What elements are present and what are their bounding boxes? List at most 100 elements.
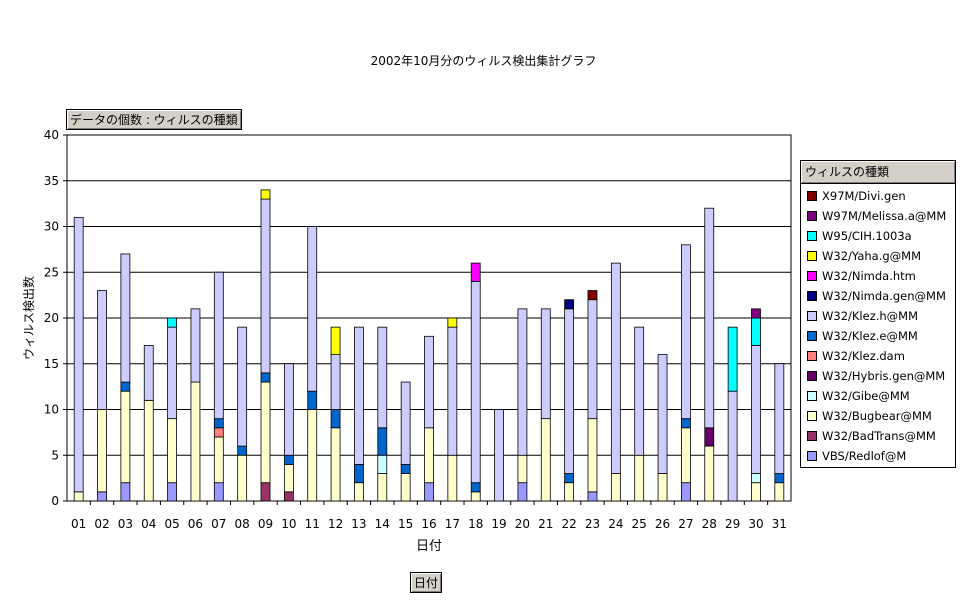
bar-segment [377, 454, 388, 474]
bar-segment [213, 482, 224, 502]
x-tick-label: 26 [655, 517, 670, 531]
x-tick-label: 24 [608, 517, 623, 531]
x-tick-label: 25 [632, 517, 647, 531]
x-tick-label: 31 [772, 517, 787, 531]
legend-swatch [807, 251, 817, 261]
chart-title: 2002年10月分のウィルス検出集計グラフ [370, 54, 597, 68]
legend-label: W32/Klez.h@MM [822, 309, 919, 323]
bar-segment [143, 399, 154, 502]
bar-segment [73, 491, 84, 502]
bar-segment [213, 427, 224, 438]
x-tick-label: 07 [211, 517, 226, 531]
x-tick-label: 13 [351, 517, 366, 531]
legend-label: W32/Hybris.gen@MM [822, 369, 946, 383]
legend-item: W32/Gibe@MM [801, 386, 955, 406]
legend-label: W32/Klez.dam [822, 349, 905, 363]
bar-segment [470, 280, 481, 484]
legend-label: W32/Nimda.htm [822, 269, 916, 283]
bar-segment [447, 454, 458, 502]
y-tick-label: 15 [44, 357, 59, 371]
legend-label: VBS/Redlof@M [822, 449, 907, 463]
x-tick-label: 14 [375, 517, 390, 531]
bar-segment [751, 473, 761, 484]
x-tick-label: 17 [445, 517, 460, 531]
bar-segment [681, 482, 691, 502]
y-tick-label: 5 [51, 448, 59, 462]
legend-swatch [807, 271, 817, 281]
legend-items: X97M/Divi.gen W97M/Melissa.a@MM W95/CIH.10… [800, 184, 956, 468]
x-tick-label: 04 [141, 517, 156, 531]
bar-segment [774, 473, 785, 484]
legend-item: X97M/Divi.gen [801, 186, 955, 206]
bar-segment [260, 198, 271, 374]
legend-item: W32/Nimda.gen@MM [801, 286, 955, 306]
bar-segment [634, 326, 645, 456]
axis-field-button[interactable]: 日付 [410, 572, 443, 593]
bar-segment [470, 482, 481, 493]
bar-segment [564, 482, 575, 502]
legend-swatch [807, 351, 817, 361]
x-tick-label: 02 [94, 517, 109, 531]
bar-segment [517, 308, 528, 456]
y-tick-label: 0 [51, 494, 59, 508]
x-tick-label: 10 [281, 517, 296, 531]
bar-segment [307, 226, 318, 392]
x-tick-label: 19 [491, 517, 506, 531]
legend-item: W32/Bugbear@MM [801, 406, 955, 426]
bar-segment [377, 473, 388, 502]
x-tick-label: 01 [71, 517, 86, 531]
y-tick-label: 30 [44, 220, 59, 234]
x-tick-label: 30 [748, 517, 763, 531]
bar-segment [307, 409, 318, 502]
bar-segment [97, 409, 107, 493]
bar-segment [564, 299, 575, 310]
legend-field-button[interactable]: ウィルスの種類 [800, 160, 956, 184]
legend-swatch [807, 451, 817, 461]
bar-segment [681, 427, 691, 484]
legend-item: W95/CIH.1003a [801, 226, 955, 246]
data-field-button[interactable]: データの個数 : ウィルスの種類 [66, 109, 242, 130]
bar-segment [424, 427, 434, 484]
bar-segment [213, 436, 224, 484]
bar-segment [540, 418, 551, 502]
x-tick-label: 08 [235, 517, 250, 531]
x-tick-label: 27 [678, 517, 693, 531]
bar-segment [283, 463, 294, 493]
x-tick-label: 20 [515, 517, 530, 531]
bar-segment [190, 381, 201, 502]
legend-item: W32/BadTrans@MM [801, 426, 955, 446]
bar-segment [517, 454, 528, 484]
legend-item: W32/Yaha.g@MM [801, 246, 955, 266]
bar-segment [447, 317, 458, 328]
x-tick-label: 03 [118, 517, 133, 531]
bar-segment [681, 418, 691, 429]
bar-segment [494, 409, 504, 502]
bar-segment [610, 473, 621, 502]
bar-segment [377, 427, 388, 456]
bar-segment [354, 482, 364, 502]
legend-item: W32/Klez.dam [801, 346, 955, 366]
bar-segment [97, 290, 107, 410]
x-tick-label: 12 [328, 517, 343, 531]
legend-swatch [807, 191, 817, 201]
legend-swatch [807, 211, 817, 221]
x-tick-label: 28 [702, 517, 717, 531]
bar-segment [237, 454, 248, 502]
x-tick-label: 22 [561, 517, 576, 531]
legend-swatch [807, 311, 817, 321]
legend-label: W32/Bugbear@MM [822, 409, 932, 423]
legend-swatch [807, 371, 817, 381]
x-tick-label: 05 [164, 517, 179, 531]
legend-swatch [807, 391, 817, 401]
bar-segment [283, 363, 294, 456]
y-tick-label: 35 [44, 174, 59, 188]
bar-segment [774, 363, 785, 474]
bar-segment [564, 308, 575, 474]
bar-segment [587, 290, 598, 301]
bar-segment [213, 271, 224, 420]
legend-swatch [807, 331, 817, 341]
legend-item: VBS/Redlof@M [801, 446, 955, 466]
bar-segment [143, 345, 154, 401]
legend-swatch [807, 291, 817, 301]
bar-segment [587, 299, 598, 420]
